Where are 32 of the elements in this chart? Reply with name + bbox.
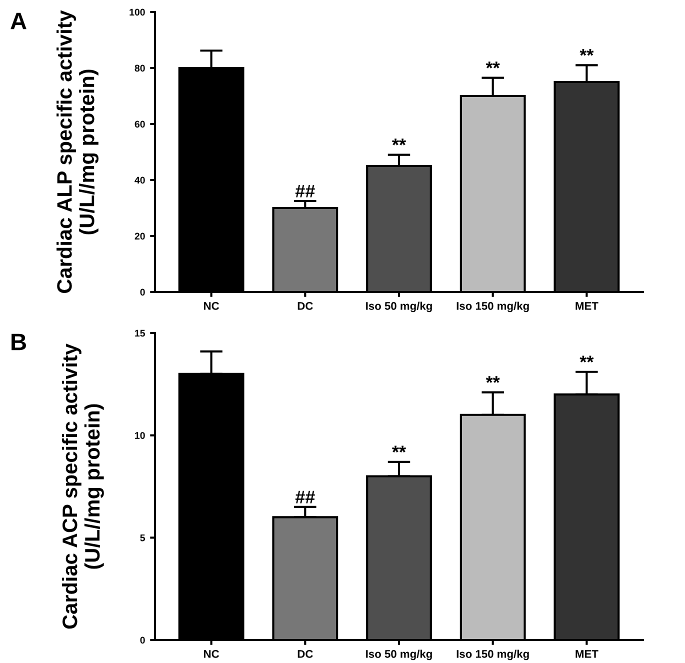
x-tick-label: Iso 50 mg/kg [366, 302, 432, 312]
annotation: ** [486, 376, 500, 383]
x-tick-label: DC [298, 302, 313, 310]
x-tick-label: Iso 150 mg/kg [456, 650, 529, 660]
y-tick-label: 40 [134, 176, 145, 184]
y-tick-label: 0 [140, 288, 145, 296]
annotation: ** [486, 62, 500, 68]
x-tick-label: Iso 150 mg/kg [456, 302, 529, 312]
annotation: ** [580, 356, 594, 362]
y-tick-label: 20 [134, 232, 145, 240]
y-axis-title: Cardiac ALP specific activity (U/L//mg protein) [56, 10, 99, 293]
x-tick-label: MET [576, 650, 598, 658]
x-tick-label: NC [204, 302, 220, 310]
y-tick-label: 0 [140, 636, 145, 644]
annotation: ## [295, 184, 315, 198]
annotation: ## [295, 490, 315, 504]
x-tick-label: DC [298, 650, 313, 658]
y-tick-label: 60 [134, 120, 145, 128]
y-tick-label: 10 [135, 432, 145, 439]
annotation: ** [392, 446, 406, 452]
y-tick-label: 80 [134, 64, 145, 72]
chart-title: A [10, 12, 26, 30]
x-tick-label: Iso 50 mg/kg [366, 650, 432, 660]
y-tick-label: 15 [135, 330, 146, 337]
annotation: ** [392, 138, 406, 146]
annotation: ** [580, 49, 594, 56]
chart-title: B [12, 334, 26, 350]
y-tick-label: 100 [130, 8, 145, 16]
x-tick-label: NC [204, 650, 220, 658]
y-tick-label: 5 [140, 534, 146, 542]
x-tick-label: MET [576, 302, 598, 310]
y-axis-title: Cardiac ACP specific activity (U/L//mg protein) [62, 344, 104, 629]
